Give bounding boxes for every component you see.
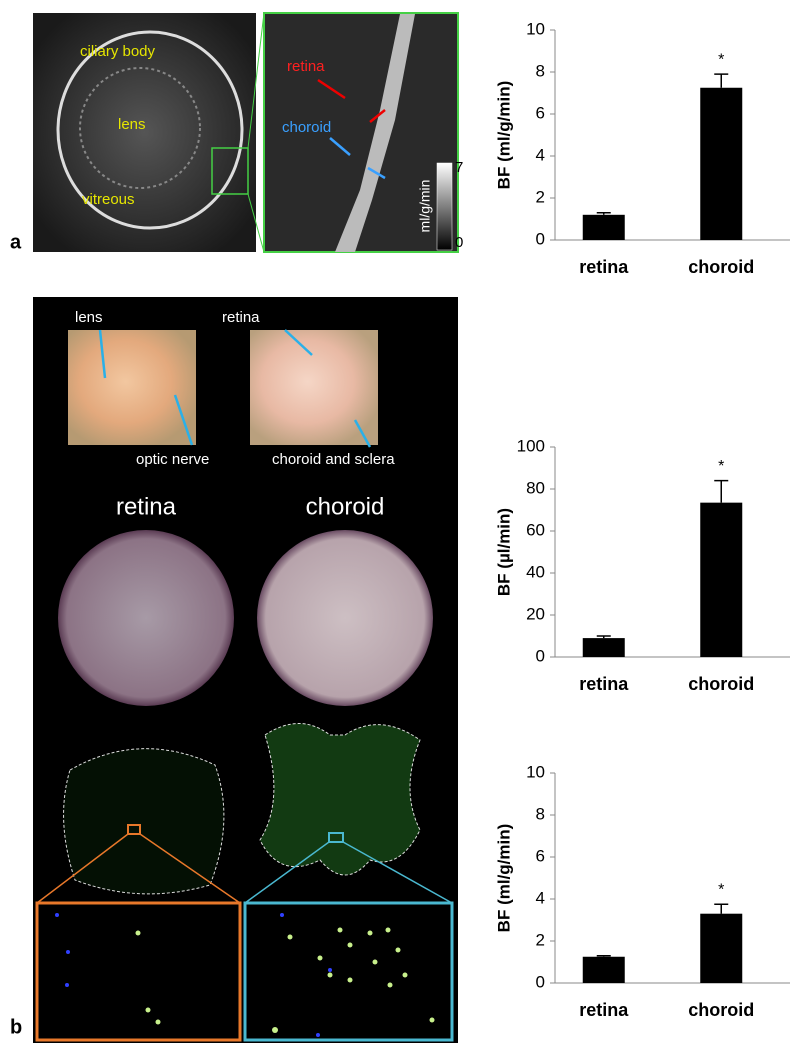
y-tick-label: 100 [517,436,545,455]
panel-a: ciliary body lens vitreous retina choroi… [10,12,463,253]
colorbar-unit: ml/g/min [417,180,433,233]
eye-photo [68,330,196,445]
y-axis-label: BF (µl/min) [494,508,513,596]
nuclei [55,913,332,1037]
error-bar [596,635,611,639]
bar [582,214,625,240]
panel-label: b [10,1016,22,1038]
y-tick-label: 10 [526,762,545,781]
y-tick-label: 6 [536,846,545,865]
significance-marker: * [718,458,724,475]
colorbar-max: 7 [455,159,463,176]
x-tick-label: choroid [688,257,754,277]
significance-marker: * [718,51,724,68]
x-tick-label: choroid [688,1000,754,1020]
eye-photo [250,330,378,445]
zoom-line [36,833,241,904]
eye-label: vitreous [82,191,135,208]
vessel-band [335,14,415,252]
section-title: choroid [306,493,385,520]
zoom-box [211,147,249,195]
arrow [284,329,313,356]
panel-label: a [10,231,22,253]
photo-label: choroid and sclera [272,451,395,468]
error-bar [596,211,611,215]
y-tick-label: 6 [536,103,545,122]
zoom-label: choroid [282,119,331,136]
photo-label: optic nerve [136,451,209,468]
arrow [98,329,107,379]
bar [700,87,743,240]
zoom-line [244,841,453,904]
eye-label: ciliary body [80,43,156,60]
flatmount-outline [259,723,421,876]
charts: BF (ml/g/min) 0 2 4 6 8 10 retina * choroid BF (µl… [494,19,790,1020]
significance-marker: * [718,881,724,898]
arrow [369,109,386,123]
tissue-section [58,530,234,706]
photo-label: retina [222,309,260,326]
y-tick-label: 0 [536,229,545,248]
x-tick-label: retina [579,674,629,694]
error-bar [596,954,611,957]
zoom-line [247,12,265,149]
zoom-label: retina [287,58,325,75]
y-tick-label: 20 [526,604,545,623]
eye-label: lens [118,116,146,133]
y-tick-label: 0 [536,646,545,665]
bar [582,956,625,983]
lens-outline [79,67,201,189]
x-tick-label: choroid [688,674,754,694]
arrow [329,137,351,156]
y-tick-label: 8 [536,61,545,80]
y-axis-label: BF (ml/g/min) [494,81,513,190]
tissue-section [257,530,433,706]
arrow [353,419,372,448]
y-tick-label: 0 [536,972,545,991]
error-bar [714,73,729,88]
arrow [367,166,386,180]
bar [582,638,625,657]
y-tick-label: 80 [526,478,545,497]
arrow [173,394,194,446]
panel-b: lens optic nerve retina choroid and scle… [10,297,458,1043]
y-tick-label: 60 [526,520,545,539]
colorbar [436,162,453,251]
x-tick-label: retina [579,1000,629,1020]
inset [35,901,242,1042]
y-tick-label: 8 [536,804,545,823]
eye-outline [56,30,244,230]
bar [700,502,743,657]
colorbar-min: 0 [455,234,463,251]
zoom-line [247,193,265,253]
bar [700,913,743,983]
y-axis-label: BF (ml/g/min) [494,824,513,933]
y-tick-label: 2 [536,930,545,949]
error-bar [714,903,729,914]
error-bar [714,479,729,503]
microspheres [135,927,435,1033]
arrow [317,78,346,100]
eye-image [33,13,256,252]
y-tick-label: 10 [526,19,545,38]
section-title: retina [116,493,177,520]
y-tick-label: 4 [536,888,545,907]
x-tick-label: retina [579,257,629,277]
y-tick-label: 4 [536,145,545,164]
flatmount-outline [63,748,225,895]
y-tick-label: 40 [526,562,545,581]
inset [243,901,454,1042]
photo-label: lens [75,309,103,326]
y-tick-label: 2 [536,187,545,206]
